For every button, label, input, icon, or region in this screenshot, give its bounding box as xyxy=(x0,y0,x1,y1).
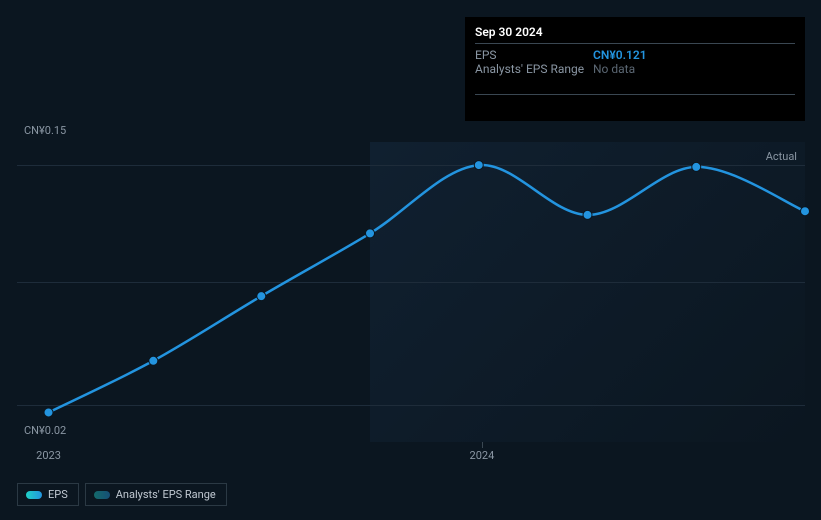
legend-swatch xyxy=(94,491,110,499)
tooltip-date: Sep 30 2024 xyxy=(475,25,795,44)
eps-line xyxy=(17,142,805,442)
tooltip: Sep 30 2024 EPSCN¥0.121Analysts' EPS Rang… xyxy=(465,17,805,121)
legend-item[interactable]: Analysts' EPS Range xyxy=(85,483,227,506)
tooltip-row-value: CN¥0.121 xyxy=(593,48,647,62)
eps-point[interactable] xyxy=(583,210,592,219)
y-axis-label: CN¥0.02 xyxy=(24,424,66,437)
x-axis-label: 2024 xyxy=(470,449,495,462)
tooltip-row-label: EPS xyxy=(475,48,593,62)
eps-point[interactable] xyxy=(366,229,375,238)
tooltip-row: Analysts' EPS RangeNo data xyxy=(475,62,795,76)
legend-swatch xyxy=(26,491,42,499)
eps-point[interactable] xyxy=(149,356,158,365)
tooltip-divider xyxy=(475,94,795,95)
legend-item[interactable]: EPS xyxy=(17,483,79,506)
tooltip-row-value: No data xyxy=(593,62,635,76)
x-axis-label: 2023 xyxy=(36,449,61,462)
eps-point[interactable] xyxy=(257,292,266,301)
eps-point[interactable] xyxy=(44,408,53,417)
y-axis-label: CN¥0.15 xyxy=(24,124,66,137)
legend: EPS Analysts' EPS Range xyxy=(17,483,227,506)
legend-item-label: EPS xyxy=(48,488,68,501)
eps-point[interactable] xyxy=(692,162,701,171)
tooltip-row-label: Analysts' EPS Range xyxy=(475,62,593,76)
chart-plot-area[interactable]: Actual xyxy=(17,142,805,442)
tooltip-row: EPSCN¥0.121 xyxy=(475,48,795,62)
eps-point[interactable] xyxy=(801,207,810,216)
x-axis-tick xyxy=(482,442,483,448)
eps-point[interactable] xyxy=(474,161,483,170)
legend-item-label: Analysts' EPS Range xyxy=(116,488,216,501)
